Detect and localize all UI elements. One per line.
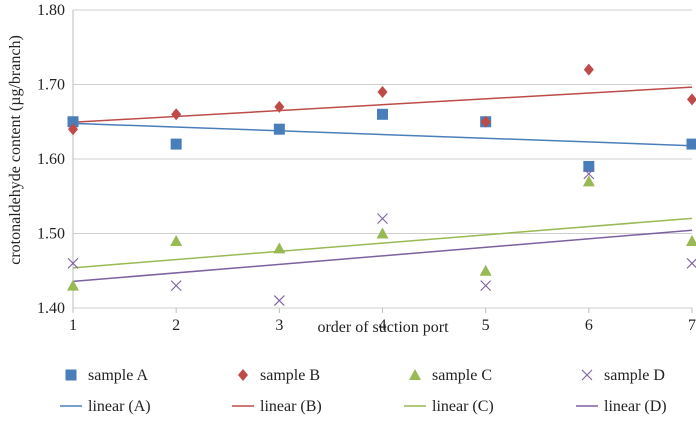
trendline-sample-c (73, 218, 692, 267)
trendline-sample-a (73, 123, 692, 145)
legend-label-sample-d: sample D (604, 367, 665, 384)
data-point-sample-a (377, 109, 388, 120)
legend-label-linear-sample-d: linear (D) (604, 398, 667, 415)
legend-marker-sample-d (582, 370, 592, 380)
x-tick-label: 2 (172, 317, 180, 334)
x-tick-label: 1 (69, 317, 77, 334)
data-point-sample-d (171, 281, 181, 291)
legend-marker-sample-b (238, 369, 248, 381)
data-point-sample-c (686, 235, 696, 246)
data-point-sample-c (170, 235, 182, 246)
legend: sample A sample B sample C sample D linear (… (60, 367, 667, 415)
legend-label-sample-a: sample A (88, 367, 148, 384)
data-point-sample-b (687, 93, 696, 105)
data-point-sample-a (171, 139, 182, 150)
legend-marker-sample-a (66, 370, 77, 381)
legend-label-linear-sample-c: linear (C) (432, 398, 494, 415)
data-point-sample-d (481, 281, 491, 291)
data-point-sample-a (274, 124, 285, 135)
y-tick-label: 1.70 (37, 77, 65, 94)
data-point-sample-c (273, 242, 285, 253)
marker-layer (67, 64, 696, 306)
data-point-sample-d (687, 258, 696, 268)
legend-label-linear-sample-a: linear (A) (88, 398, 151, 415)
x-tick-label: 7 (688, 317, 696, 334)
y-tick-label: 1.50 (37, 226, 65, 243)
x-tick-label: 6 (585, 317, 593, 334)
grid-layer (73, 10, 692, 313)
legend-label-sample-c: sample C (432, 367, 492, 384)
legend-label-sample-b: sample B (260, 367, 320, 384)
x-tick-label: 3 (275, 317, 283, 334)
data-point-sample-a (687, 139, 696, 150)
data-point-sample-d (274, 296, 284, 306)
legend-label-linear-sample-b: linear (B) (260, 398, 322, 415)
x-axis-title: order of suction port (317, 319, 449, 336)
data-point-sample-b (378, 86, 388, 98)
y-tick-label: 1.80 (37, 2, 65, 19)
data-point-sample-c (480, 265, 492, 276)
legend-marker-sample-c (409, 369, 421, 380)
data-point-sample-d (378, 214, 388, 224)
y-axis-title: crotonaldehyde content (µg/branch) (7, 35, 24, 265)
x-tick-label: 5 (482, 317, 490, 334)
data-point-sample-b (171, 108, 181, 120)
data-point-sample-c (583, 175, 595, 186)
y-tick-label: 1.60 (37, 151, 65, 168)
y-tick-label: 1.40 (37, 300, 65, 317)
data-point-sample-b (584, 64, 594, 76)
